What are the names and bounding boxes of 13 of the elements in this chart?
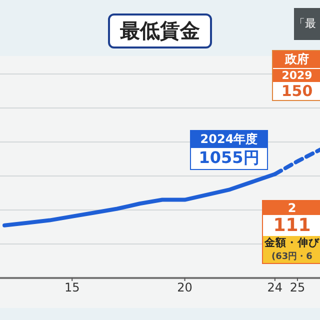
x-tick-label: 20 xyxy=(177,280,192,295)
annotation: 金額・伸び xyxy=(263,236,320,250)
annotation: (63円・6 xyxy=(263,250,320,263)
annotation: 2 xyxy=(263,201,320,215)
annotation: 1055円 xyxy=(198,148,260,169)
text: 「最 xyxy=(294,8,320,40)
x-tick-label: 24 xyxy=(267,280,283,295)
x-tick-label: 25 xyxy=(290,280,306,295)
callout-box: 2024年度 1055円 xyxy=(190,130,268,170)
x-tick-label: 15 xyxy=(64,280,80,295)
chart-title: 最低賃金 xyxy=(108,14,212,48)
callout-box: 政府 2029 150 xyxy=(272,50,320,101)
annotation: 111 xyxy=(272,215,312,236)
